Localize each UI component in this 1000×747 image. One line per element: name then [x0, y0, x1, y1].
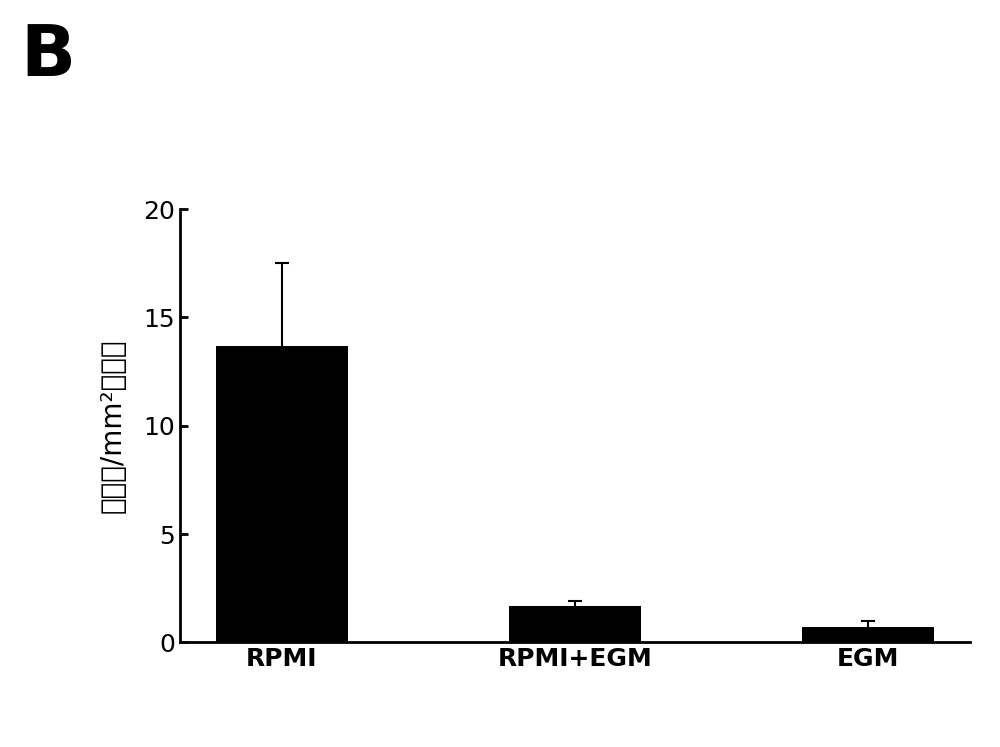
- Text: B: B: [20, 22, 75, 91]
- Bar: [509, 606, 641, 642]
- Bar: [802, 627, 934, 642]
- Bar: [216, 346, 348, 642]
- Y-axis label: 死细胞/mm²（个）: 死细胞/mm²（个）: [99, 338, 127, 513]
